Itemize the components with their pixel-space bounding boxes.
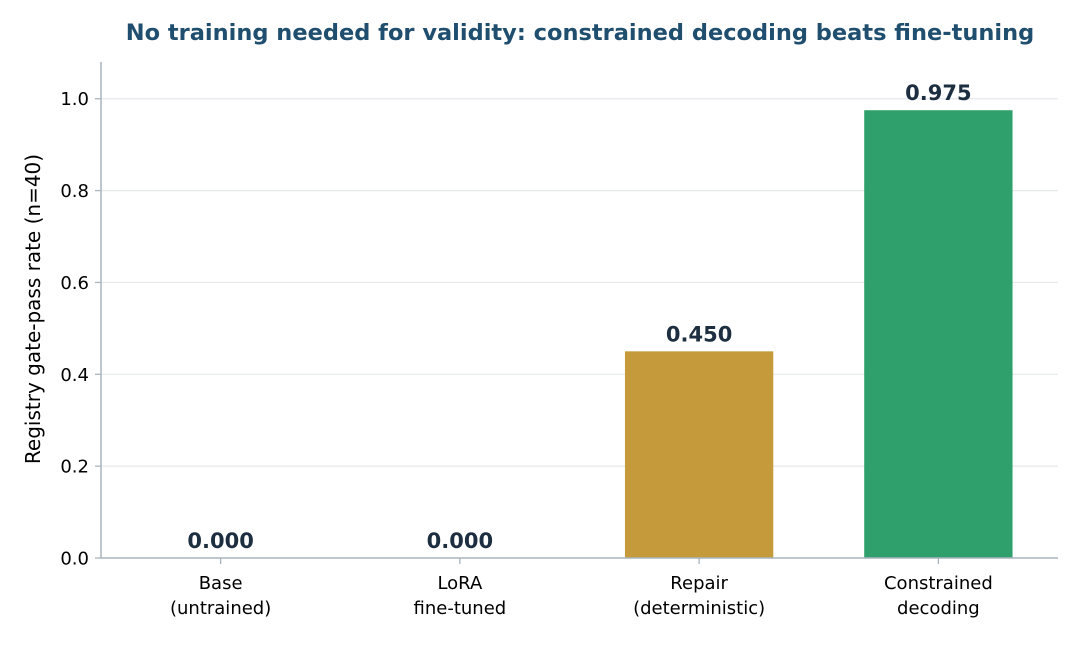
chart-title: No training needed for validity: constra… [126,20,1034,46]
bars [624,110,1013,558]
y-tick-label: 0.4 [60,365,89,386]
x-tick-label: Repair [670,573,728,594]
bar-value-label: 0.000 [427,529,493,553]
y-axis-label: Registry gate-pass rate (n=40) [21,154,45,464]
x-tick-label: LoRA [437,573,483,594]
y-tick-label: 0.8 [60,181,89,202]
bar [864,110,1013,558]
x-tick-label: (untrained) [170,598,271,619]
y-tick-label: 1.0 [60,89,89,110]
value-labels: 0.000 0.000 0.450 0.975 [187,81,971,553]
x-tick-label: Base [199,573,243,594]
y-tick-label: 0.2 [60,457,89,478]
y-tick-label: 0.6 [60,273,89,294]
x-tick-label: Constrained [884,573,993,594]
bar [624,351,774,558]
x-tick-label: decoding [897,598,980,619]
bar-value-label: 0.975 [905,81,971,105]
bar-value-label: 0.000 [187,529,253,553]
x-tick-label: fine-tuned [414,598,507,619]
axes: 0.0 0.2 0.4 0.6 0.8 1.0 Base (untrained) LoRA fin… [60,62,1058,619]
x-tick-label: (deterministic) [633,598,765,619]
y-tick-label: 0.0 [60,549,89,570]
bar-value-label: 0.450 [666,322,732,346]
